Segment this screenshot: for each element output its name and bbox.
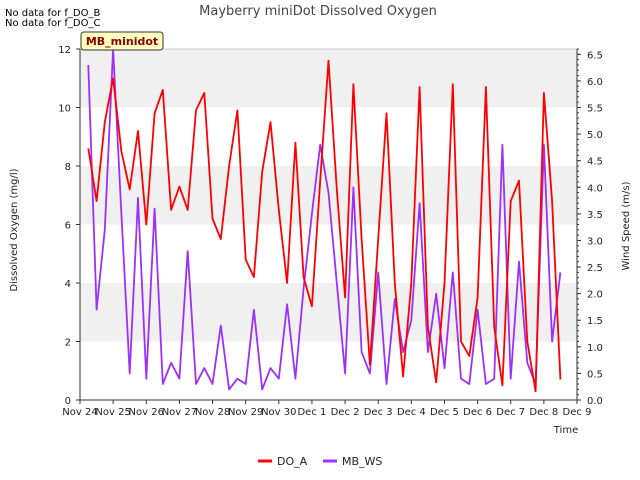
x-tick-label: Nov 30 xyxy=(261,407,296,418)
y2-tick-label: 4.0 xyxy=(587,183,603,194)
y2-tick-label: 0.5 xyxy=(587,369,603,380)
y-tick-label: 4 xyxy=(65,279,71,290)
y2-tick-label: 5.5 xyxy=(587,104,603,115)
x-tick-label: Nov 25 xyxy=(95,407,130,418)
y2-tick-label: 1.5 xyxy=(587,316,603,327)
y-tick-label: 8 xyxy=(65,162,71,173)
y-axis-label: Dissolved Oxygen (mg/l) xyxy=(9,168,20,291)
y2-tick-label: 0.0 xyxy=(587,396,603,407)
y-tick-label: 12 xyxy=(58,45,71,56)
series-line-mb-ws xyxy=(87,48,562,391)
x-tick-label: Nov 29 xyxy=(228,407,263,418)
y-tick-label: 6 xyxy=(65,221,71,232)
x-tick-label: Dec 7 xyxy=(496,407,525,418)
x-tick-label: Nov 24 xyxy=(62,407,97,418)
no-data-note-b: No data for f_DO_B xyxy=(5,8,101,19)
grid-band xyxy=(80,49,577,108)
badge: MB_minidot xyxy=(80,31,164,51)
x-tick-label: Nov 28 xyxy=(195,407,230,418)
y-tick-label: 2 xyxy=(65,338,71,349)
y2-tick-label: 2.5 xyxy=(587,263,603,274)
x-tick-label: Dec 4 xyxy=(397,407,426,418)
y-tick-label: 0 xyxy=(65,396,71,407)
y2-tick-label: 3.5 xyxy=(587,210,603,221)
x-tick-label: Nov 27 xyxy=(162,407,197,418)
x-tick-label: Dec 8 xyxy=(529,407,558,418)
x-tick-label: Dec 2 xyxy=(331,407,360,418)
y2-tick-label: 2.0 xyxy=(587,290,603,301)
series-line-do-a xyxy=(87,59,562,393)
x-tick-label: Dec 9 xyxy=(563,407,592,418)
x-tick-label: Dec 5 xyxy=(430,407,459,418)
x-tick-label: Dec 6 xyxy=(463,407,492,418)
y2-tick-label: 4.5 xyxy=(587,157,603,168)
grid-band xyxy=(80,283,577,342)
x-axis-label: Time xyxy=(553,425,578,436)
legend-label-mb-ws: MB_WS xyxy=(342,455,382,468)
x-tick-label: Dec 3 xyxy=(364,407,393,418)
legend-label-do-a: DO_A xyxy=(277,455,308,468)
y2-axis-label: Wind Speed (m/s) xyxy=(621,181,632,270)
y2-tick-label: 1.0 xyxy=(587,343,603,354)
x-tick-label: Dec 1 xyxy=(297,407,326,418)
y2-tick-label: 3.0 xyxy=(587,236,603,247)
no-data-note-c: No data for f_DO_C xyxy=(5,18,101,29)
y2-tick-label: 5.0 xyxy=(587,130,603,141)
y2-tick-label: 6.5 xyxy=(587,50,603,61)
legend: DO_A MB_WS xyxy=(258,455,382,468)
chart-title: Mayberry miniDot Dissolved Oxygen xyxy=(199,4,437,19)
svg-text:MB_minidot: MB_minidot xyxy=(86,35,158,48)
y-tick-label: 10 xyxy=(58,104,71,115)
x-tick-label: Nov 26 xyxy=(129,407,164,418)
y2-tick-label: 6.0 xyxy=(587,77,603,88)
